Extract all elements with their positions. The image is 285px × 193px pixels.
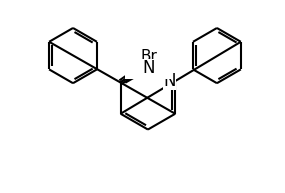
Text: Br: Br <box>141 49 157 64</box>
Text: N: N <box>142 58 155 76</box>
Text: N: N <box>163 72 176 90</box>
